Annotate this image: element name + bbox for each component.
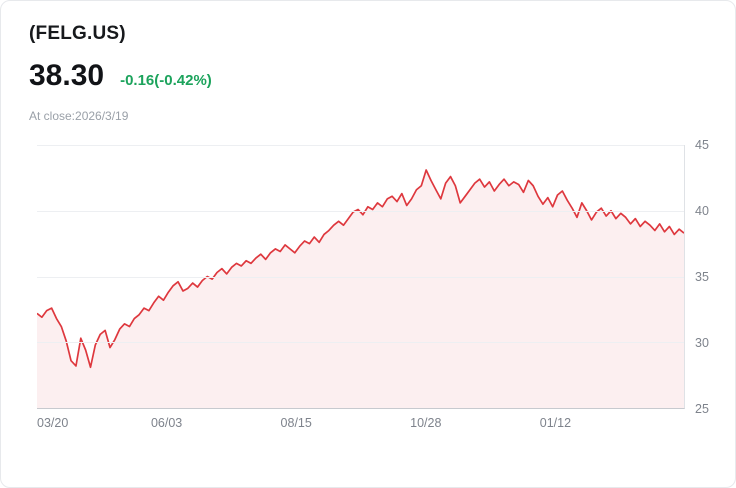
gridline xyxy=(37,210,684,212)
y-tick-label: 25 xyxy=(695,402,709,416)
as-of-timestamp: At close:2026/3/19 xyxy=(29,109,129,123)
x-tick-label: 01/12 xyxy=(539,416,572,430)
price-chart: 03/20 06/03 08/15 10/28 01/12 45 40 35 30 25 xyxy=(37,138,735,442)
x-tick-label: 08/15 xyxy=(280,416,312,430)
price-row: 38.30 -0.16(-0.42%) xyxy=(29,59,735,93)
last-price: 38.30 xyxy=(29,59,105,92)
price-area-fill xyxy=(37,170,684,408)
gridline xyxy=(37,145,684,146)
x-axis-labels: 03/20 06/03 08/15 10/28 01/12 xyxy=(37,416,685,442)
gridline xyxy=(37,342,684,344)
ticker-symbol: (FELG.US) xyxy=(29,23,126,44)
y-tick-label: 40 xyxy=(695,204,709,218)
y-axis-labels: 45 40 35 30 25 xyxy=(685,138,735,416)
plot-column: 03/20 06/03 08/15 10/28 01/12 xyxy=(37,145,685,442)
price-change: -0.16(-0.42%) xyxy=(120,72,212,89)
y-tick-label: 35 xyxy=(695,270,709,284)
x-tick-label: 06/03 xyxy=(150,416,183,430)
x-tick-label: 10/28 xyxy=(410,416,442,430)
price-series-svg xyxy=(37,145,684,408)
price-area-chart[interactable] xyxy=(37,145,685,409)
gridline xyxy=(37,276,684,278)
price-line xyxy=(37,170,684,367)
x-tick-label: 03/20 xyxy=(37,416,69,430)
y-tick-label: 30 xyxy=(695,336,709,350)
y-tick-label: 45 xyxy=(695,138,709,152)
